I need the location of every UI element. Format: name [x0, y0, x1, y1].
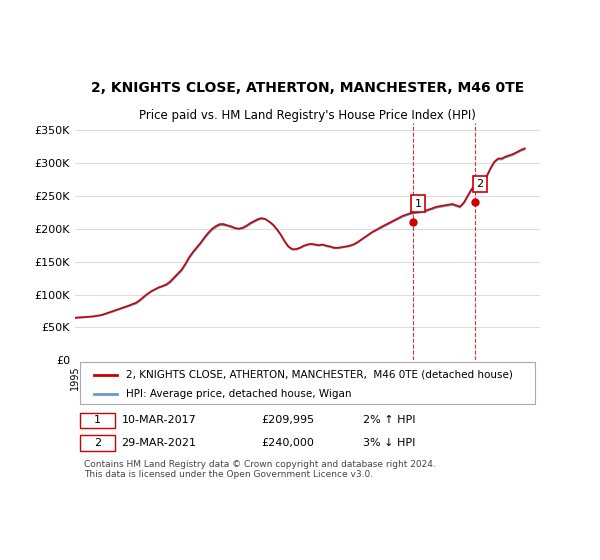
Text: HPI: Average price, detached house, Wigan: HPI: Average price, detached house, Wiga…	[126, 389, 352, 399]
Text: £240,000: £240,000	[261, 438, 314, 448]
Text: 2: 2	[94, 438, 101, 448]
FancyBboxPatch shape	[80, 362, 535, 404]
Text: Price paid vs. HM Land Registry's House Price Index (HPI): Price paid vs. HM Land Registry's House …	[139, 109, 476, 122]
Text: 1: 1	[94, 415, 101, 425]
Text: 2, KNIGHTS CLOSE, ATHERTON, MANCHESTER, M46 0TE: 2, KNIGHTS CLOSE, ATHERTON, MANCHESTER, …	[91, 81, 524, 95]
Text: 2: 2	[476, 179, 483, 189]
Text: 10-MAR-2017: 10-MAR-2017	[121, 415, 196, 425]
FancyBboxPatch shape	[80, 435, 115, 451]
FancyBboxPatch shape	[80, 413, 115, 428]
Text: 2, KNIGHTS CLOSE, ATHERTON, MANCHESTER,  M46 0TE (detached house): 2, KNIGHTS CLOSE, ATHERTON, MANCHESTER, …	[126, 370, 513, 380]
Text: 29-MAR-2021: 29-MAR-2021	[121, 438, 197, 448]
Text: £209,995: £209,995	[261, 415, 314, 425]
Text: 3% ↓ HPI: 3% ↓ HPI	[364, 438, 416, 448]
Text: 2% ↑ HPI: 2% ↑ HPI	[364, 415, 416, 425]
Text: 1: 1	[415, 199, 421, 209]
Text: Contains HM Land Registry data © Crown copyright and database right 2024.
This d: Contains HM Land Registry data © Crown c…	[84, 460, 436, 479]
